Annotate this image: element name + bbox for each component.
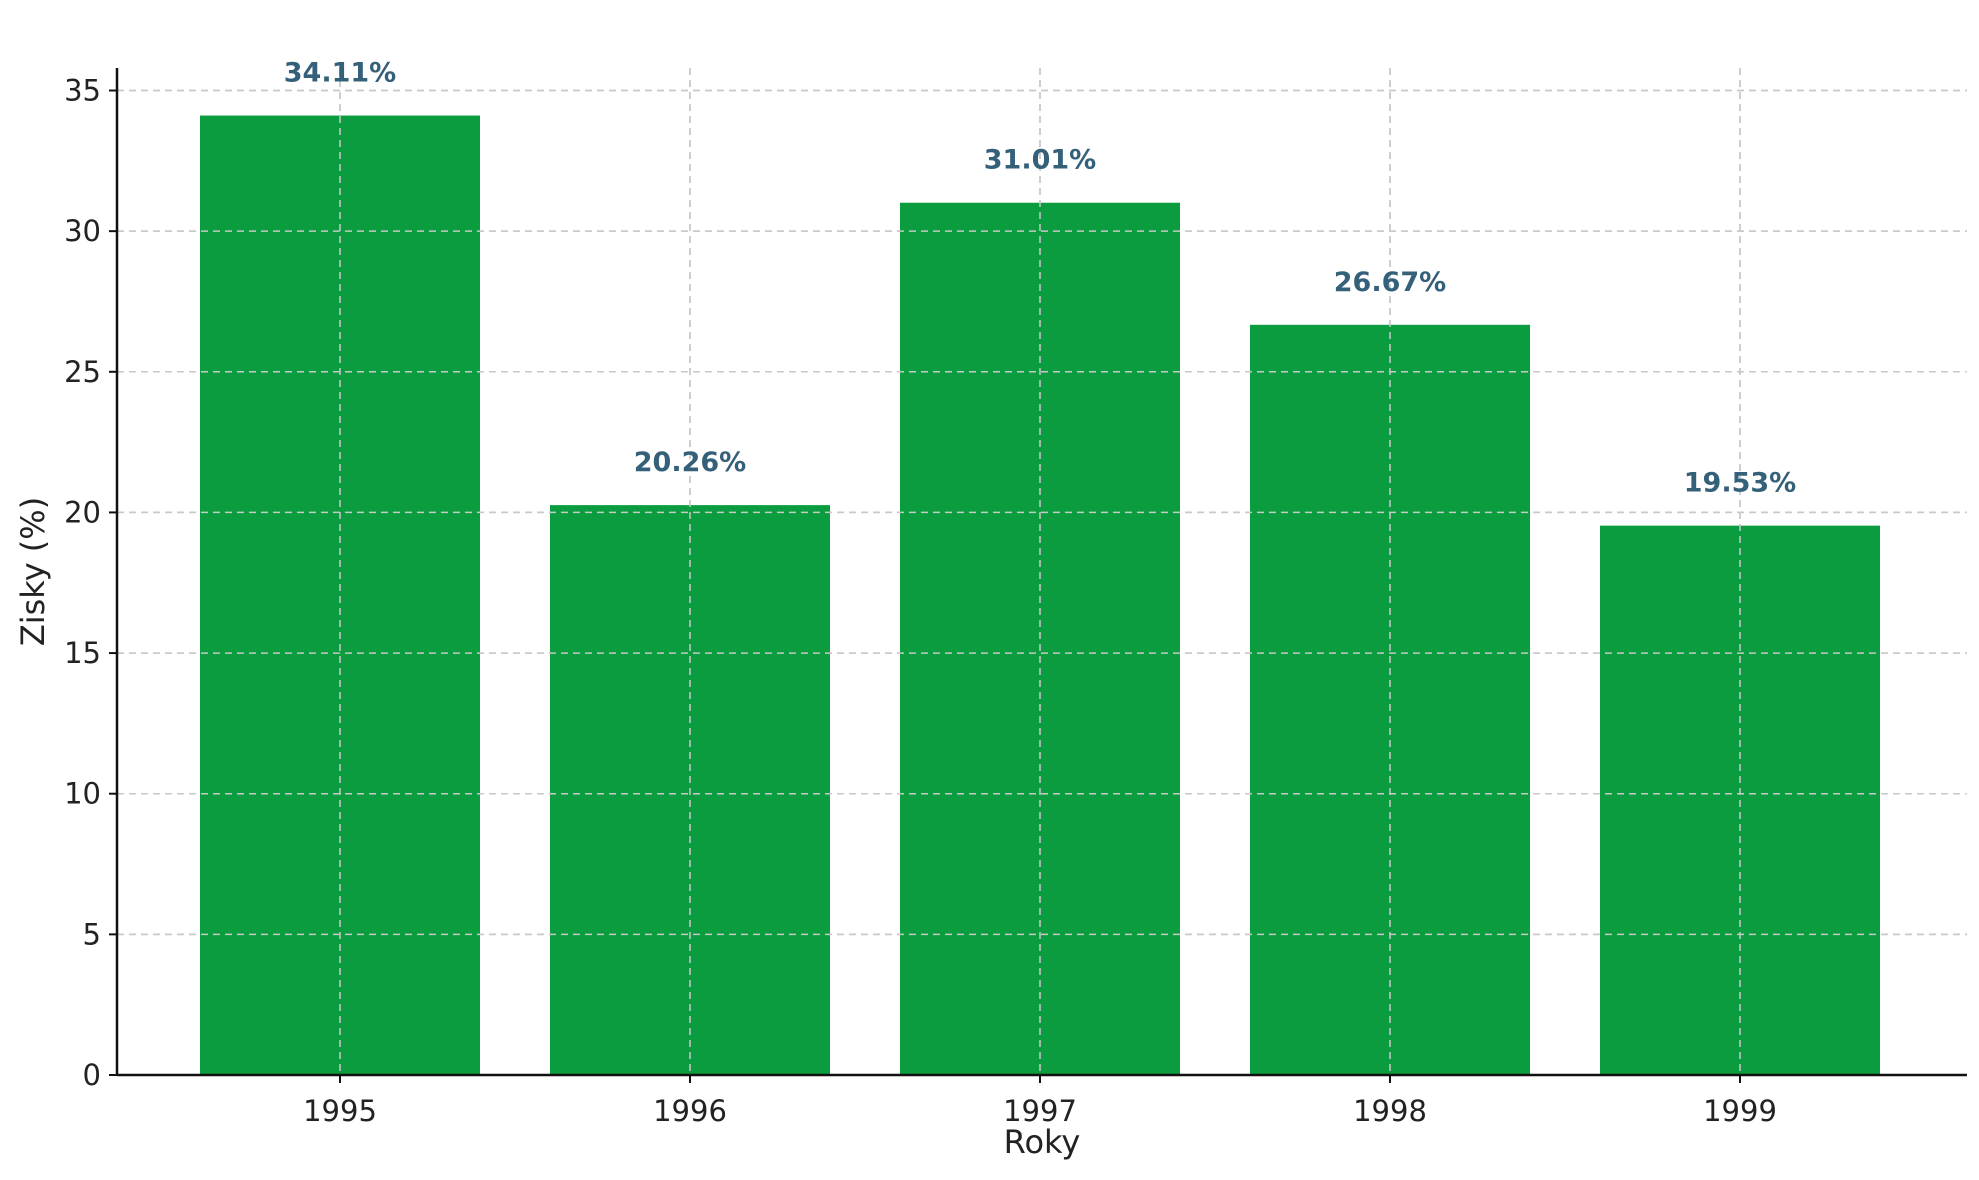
x-tick-label: 1995 xyxy=(303,1094,377,1128)
x-tick-label: 1997 xyxy=(1003,1094,1077,1128)
axes: 0 5 10 15 20 25 30 35 1995 1996 1997 1998 1999 xyxy=(64,68,1967,1128)
data-label-1999: 19.53% xyxy=(1684,468,1796,499)
y-tick-label: 35 xyxy=(64,74,101,108)
x-tick-label: 1996 xyxy=(653,1094,727,1128)
bars xyxy=(200,115,1880,1076)
y-tick-label: 0 xyxy=(83,1058,101,1092)
y-axis-title: Zisky (%) xyxy=(14,497,52,646)
y-tick-label: 15 xyxy=(64,636,101,670)
y-tick-label: 10 xyxy=(64,777,101,811)
bar-1995 xyxy=(200,115,480,1075)
data-label-1996: 20.26% xyxy=(634,447,746,478)
data-labels: 34.11% 20.26% 31.01% 26.67% 19.53% xyxy=(284,58,1796,499)
x-tick-label: 1998 xyxy=(1353,1094,1427,1128)
grid-overlay xyxy=(117,68,1967,1075)
y-tick-label: 25 xyxy=(64,355,101,389)
data-label-1995: 34.11% xyxy=(284,58,396,89)
y-tick-label: 5 xyxy=(83,917,101,951)
y-tick-label: 20 xyxy=(64,495,101,529)
x-axis-title: Roky xyxy=(1004,1123,1081,1161)
data-label-1998: 26.67% xyxy=(1334,267,1446,298)
x-tick-label: 1999 xyxy=(1703,1094,1777,1128)
data-label-1997: 31.01% xyxy=(984,145,1096,176)
y-tick-label: 30 xyxy=(64,214,101,248)
